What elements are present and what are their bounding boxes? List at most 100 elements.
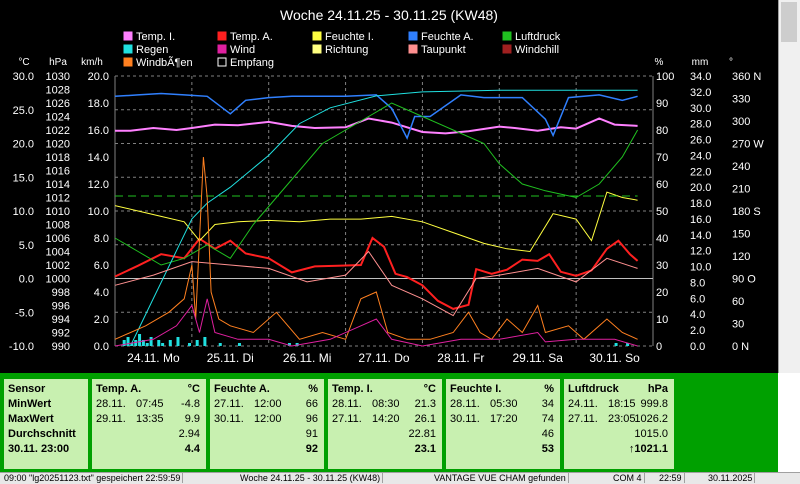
axis-tick-pressure_hpa: 1018 <box>46 152 70 164</box>
x-tick-label: 30.11. So <box>589 351 640 365</box>
stats-value: 92 <box>305 443 318 455</box>
stats-time: 17:20 <box>490 413 518 425</box>
axis-tick-rain_mm: 30.0 <box>690 103 711 115</box>
axis-tick-rain_mm: 26.0 <box>690 135 711 147</box>
stats-header-row: Temp. I. °C <box>328 383 442 398</box>
axis-tick-rain_mm: 18.0 <box>690 198 711 210</box>
stats-row: 30.11. 12:00 96 <box>210 413 324 428</box>
axis-tick-pressure_hpa: 1014 <box>46 179 70 191</box>
rain-bar <box>130 343 134 346</box>
legend-swatch <box>123 31 133 41</box>
axis-tick-pressure_hpa: 998 <box>52 287 70 299</box>
series-line-windb-en <box>114 156 638 340</box>
axis-tick-wind_kmh: 14.0 <box>88 152 109 164</box>
axis-tick-wind_kmh: 6.0 <box>94 260 109 272</box>
axis-tick-pressure_hpa: 990 <box>52 341 70 353</box>
x-tick-label: 27.11. Do <box>358 351 409 365</box>
axis-tick-wind_kmh: 16.0 <box>88 125 109 137</box>
legend-label: Windchill <box>515 44 559 56</box>
axis-unit-temp_c: °C <box>18 57 29 68</box>
stats-time: 05:30 <box>490 398 518 410</box>
series-line-taupunkt <box>114 250 638 317</box>
stats-value: 96 <box>305 413 318 425</box>
axis-tick-rain_mm: 6.0 <box>690 293 705 305</box>
x-tick-label: 26.11. Mi <box>283 351 331 365</box>
rain-bar <box>138 334 142 346</box>
legend-swatch <box>408 44 418 54</box>
rain-bar <box>195 340 199 346</box>
stats-value: ↑1021.1 <box>628 443 668 455</box>
axis-tick-wind_kmh: 4.0 <box>94 287 109 299</box>
axis-tick-temp_c: 25.0 <box>13 105 34 117</box>
stats-time: 07:45 <box>136 398 164 410</box>
series-line-feuchte-i- <box>114 191 638 253</box>
stats-header: Sensor <box>8 383 46 395</box>
series-line-wind <box>114 298 638 347</box>
legend-swatch <box>312 44 322 54</box>
vertical-scrollbar[interactable] <box>778 0 800 373</box>
stats-value: 53 <box>541 443 554 455</box>
stats-time: 12:00 <box>254 398 282 410</box>
legend-label: Temp. I. <box>136 31 175 43</box>
rain-bar <box>237 343 241 346</box>
axis-tick-pressure_hpa: 1002 <box>46 260 70 272</box>
axis-tick-pressure_hpa: 1008 <box>46 220 70 232</box>
legend-swatch <box>217 44 227 54</box>
axis-tick-wind_kmh: 2.0 <box>94 314 109 326</box>
axis-tick-pressure_hpa: 994 <box>52 314 70 326</box>
stats-row: ↑1021.1 <box>564 443 674 458</box>
axis-tick-temp_c: 30.0 <box>13 71 34 83</box>
axis-tick-temp_c: 20.0 <box>13 139 34 151</box>
legend-swatch <box>502 31 512 41</box>
stats-row-label: MinWert <box>8 398 52 410</box>
axis-tick-rain_mm: 12.0 <box>690 246 711 258</box>
stats-value: 2.94 <box>178 428 200 440</box>
legend-label: Taupunkt <box>421 44 466 56</box>
axis-tick-humidity_pct: 60 <box>656 179 668 191</box>
axis-tick-temp_c: 5.0 <box>19 240 34 252</box>
scrollbar-thumb[interactable] <box>781 2 797 42</box>
stats-row: MinWert <box>4 398 88 413</box>
series-line-regen <box>129 89 638 347</box>
axis-tick-rain_mm: 0.0 <box>690 341 705 353</box>
axis-tick-wind_kmh: 0.0 <box>94 341 109 353</box>
legend-label: Richtung <box>325 44 368 56</box>
stats-unit: % <box>544 383 554 395</box>
axis-tick-humidity_pct: 90 <box>656 98 668 110</box>
axis-tick-temp_c: 10.0 <box>13 206 34 218</box>
rain-bar <box>626 343 630 346</box>
stats-date: 28.11. <box>96 398 126 410</box>
stats-row: 2.94 <box>92 428 206 443</box>
stats-unit: hPa <box>647 383 668 395</box>
axis-tick-direction_deg: 270 W <box>732 139 764 151</box>
axis-tick-rain_mm: 24.0 <box>690 150 711 162</box>
axis-tick-rain_mm: 16.0 <box>690 214 711 226</box>
axis-unit-pressure_hpa: hPa <box>49 57 67 68</box>
axis-tick-humidity_pct: 0 <box>656 341 662 353</box>
stats-row: Durchschnitt <box>4 428 88 443</box>
axis-tick-direction_deg: 180 S <box>732 206 761 218</box>
stats-value: 26.1 <box>414 413 436 425</box>
axis-tick-humidity_pct: 100 <box>656 71 674 83</box>
stats-row: 1015.0 <box>564 428 674 443</box>
status-cell: 22:59 <box>657 473 685 483</box>
axis-tick-temp_c: -5.0 <box>15 307 34 319</box>
stats-table: Sensor MinWert MaxWert Durchschnitt 30.11. 2… <box>0 373 778 472</box>
axis-tick-temp_c: 0.0 <box>19 274 34 286</box>
axis-tick-rain_mm: 10.0 <box>690 262 711 274</box>
stats-value: -4.8 <box>181 398 200 410</box>
axis-tick-wind_kmh: 10.0 <box>88 206 109 218</box>
rain-bar <box>134 340 138 346</box>
stats-date: 30.11. <box>214 413 244 425</box>
stats-header: Feuchte I. <box>450 383 502 395</box>
stats-header-row: Luftdruck hPa <box>564 383 674 398</box>
stats-value: 34 <box>541 398 554 410</box>
stats-row: 29.11. 13:35 9.9 <box>92 413 206 428</box>
axis-tick-humidity_pct: 80 <box>656 125 668 137</box>
stats-row: 27.11. 12:00 66 <box>210 398 324 413</box>
legend-label: WindbÃ¶en <box>136 56 193 69</box>
rain-bar <box>157 340 161 346</box>
axis-tick-direction_deg: 150 <box>732 229 750 241</box>
stats-row: 92 <box>210 443 324 458</box>
stats-row: 4.4 <box>92 443 206 458</box>
